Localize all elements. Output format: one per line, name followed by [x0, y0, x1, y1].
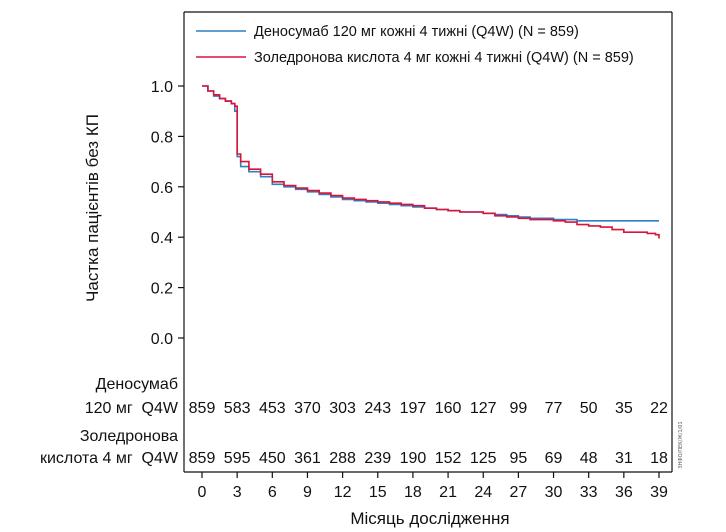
x-axis-title: Місяць дослідження: [350, 509, 509, 528]
risk-value-denosumab: 50: [580, 400, 598, 417]
risk-value-zoledronic: 239: [364, 450, 391, 467]
risk-value-denosumab: 453: [259, 400, 286, 417]
series-layer: [202, 85, 660, 239]
risk-value-zoledronic: 152: [435, 450, 462, 467]
risk-value-denosumab: 859: [189, 400, 216, 417]
risk-value-zoledronic: 95: [509, 450, 527, 467]
risk-value-denosumab: 370: [294, 400, 321, 417]
y-axis-title: Частка пацієнтів без КП: [83, 114, 102, 302]
x-tick-label: 18: [404, 484, 422, 501]
risk-row-label-zoledronic-line1: Золедронова: [80, 428, 178, 445]
risk-table: Деносумаб 120 мг Q4W Золедронова кислота…: [40, 376, 668, 467]
risk-value-denosumab: 160: [435, 400, 462, 417]
risk-value-zoledronic: 190: [400, 450, 427, 467]
y-tick-label: 0.4: [151, 230, 173, 247]
risk-values: 859 583 453 370 303 243 197 160 127 99 77 50 35 22 859…: [189, 400, 668, 467]
risk-value-denosumab: 303: [329, 400, 356, 417]
risk-value-zoledronic: 18: [650, 450, 668, 467]
x-tick-label: 39: [650, 484, 668, 501]
x-tick-label: 3: [233, 484, 242, 501]
x-tick-label: 33: [580, 484, 598, 501]
y-tick-label: 0.8: [151, 129, 173, 146]
risk-row-label-zoledronic-line2: кислота 4 мг Q4W: [40, 450, 179, 467]
y-tick-label: 1.0: [151, 79, 173, 96]
legend-label-denosumab: Деносумаб 120 мг кожні 4 тижні (Q4W) (N …: [254, 24, 579, 40]
x-tick-label: 6: [268, 484, 277, 501]
risk-row-label-denosumab-line1: Деносумаб: [96, 376, 178, 393]
risk-value-zoledronic: 48: [580, 450, 598, 467]
side-note: ЗНФО/ПЕК/Ж/1/01: [678, 421, 684, 468]
risk-value-denosumab: 243: [364, 400, 391, 417]
y-tick-label: 0.0: [151, 331, 173, 348]
risk-value-denosumab: 22: [650, 400, 668, 417]
x-tick-label: 0: [198, 484, 207, 501]
risk-value-denosumab: 127: [470, 400, 497, 417]
x-tick-label: 36: [615, 484, 633, 501]
x-axis: 0 3 6 9 12 15 18 21 24 27 30 33 36 39: [198, 472, 668, 501]
series-line-denosumab: [202, 85, 659, 222]
risk-row-label-denosumab-line2: 120 мг Q4W: [85, 400, 179, 417]
x-tick-label: 15: [369, 484, 387, 501]
y-tick-label: 0.2: [151, 281, 173, 298]
x-tick-label: 12: [334, 484, 352, 501]
risk-value-zoledronic: 859: [189, 450, 216, 467]
risk-value-denosumab: 77: [545, 400, 563, 417]
risk-value-zoledronic: 31: [615, 450, 633, 467]
x-tick-label: 21: [439, 484, 457, 501]
risk-value-denosumab: 583: [224, 400, 251, 417]
risk-value-zoledronic: 595: [224, 450, 251, 467]
x-tick-label: 24: [474, 484, 492, 501]
x-tick-label: 30: [545, 484, 563, 501]
risk-value-zoledronic: 69: [545, 450, 563, 467]
risk-value-zoledronic: 361: [294, 450, 321, 467]
risk-value-denosumab: 35: [615, 400, 633, 417]
risk-value-zoledronic: 450: [259, 450, 286, 467]
legend-label-zoledronic: Золедронова кислота 4 мг кожні 4 тижні (…: [254, 50, 634, 66]
y-axis: 0.0 0.2 0.4 0.6 0.8 1.0: [151, 79, 184, 348]
risk-value-zoledronic: 288: [329, 450, 356, 467]
risk-value-zoledronic: 125: [470, 450, 497, 467]
y-tick-label: 0.6: [151, 180, 173, 197]
risk-value-denosumab: 99: [509, 400, 527, 417]
risk-value-denosumab: 197: [400, 400, 427, 417]
legend: Деносумаб 120 мг кожні 4 тижні (Q4W) (N …: [196, 24, 634, 66]
x-tick-label: 27: [509, 484, 527, 501]
x-tick-label: 9: [303, 484, 312, 501]
series-line-zoledronic: [202, 85, 660, 239]
